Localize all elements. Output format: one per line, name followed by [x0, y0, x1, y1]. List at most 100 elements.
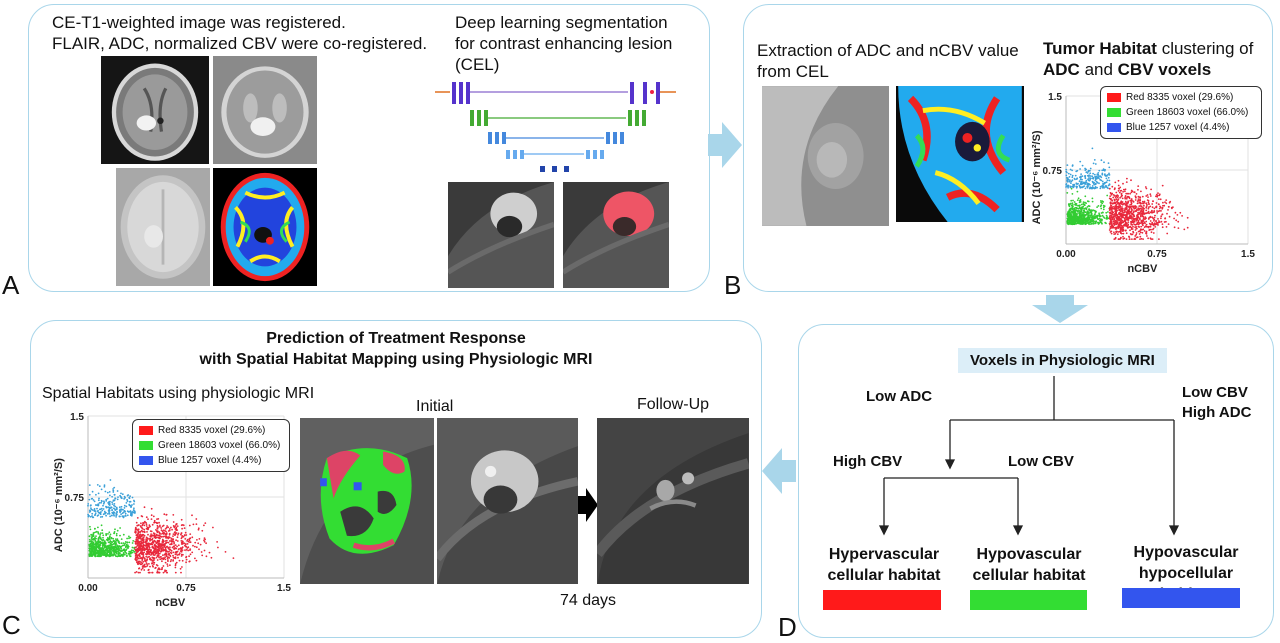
- chart-c-point-red: [188, 555, 191, 558]
- chart-c-point-blue: [131, 511, 133, 514]
- chart-c-point-red: [153, 534, 156, 537]
- chart-c-point-blue: [101, 500, 103, 503]
- chart-c-point-green: [103, 546, 106, 549]
- chart-c-point-red: [151, 562, 153, 565]
- chart-c-point-red: [143, 524, 146, 527]
- chart-c-point-blue: [88, 509, 91, 512]
- chart-c-point-red: [169, 560, 172, 563]
- chart-b-point-red: [1160, 217, 1162, 220]
- chart-c-point-green: [104, 542, 107, 544]
- chart-c-point-red: [187, 540, 190, 543]
- panel-d: [798, 324, 1274, 638]
- chart-b-point-red: [1126, 192, 1129, 195]
- chart-b-point-red: [1114, 220, 1117, 222]
- chart-b-point-red: [1156, 194, 1159, 197]
- chart-b-point-red: [1125, 205, 1128, 208]
- chart-b-point-red: [1111, 218, 1114, 221]
- chart-c-point-green: [119, 534, 121, 537]
- chart-b-point-red: [1135, 219, 1138, 222]
- legend-c-red-swatch: [139, 426, 153, 435]
- chart-c-point-green: [132, 540, 135, 542]
- chart-b-point-red: [1160, 210, 1162, 212]
- chart-c-point-blue: [114, 497, 116, 500]
- legend-c-blue-swatch: [139, 456, 153, 465]
- chart-c-point-green: [94, 531, 97, 533]
- chart-b-point-red: [1111, 199, 1114, 202]
- chart-b-point-red: [1116, 219, 1119, 221]
- chart-b-point-blue: [1091, 177, 1094, 180]
- chart-b-point-blue: [1070, 180, 1073, 183]
- chart-c-point-blue: [113, 499, 116, 502]
- chart-b-point-green: [1079, 207, 1082, 210]
- chart-c-point-red: [158, 545, 160, 548]
- chart-b-point-blue: [1084, 175, 1087, 177]
- chart-c-point-green: [88, 540, 91, 543]
- chart-c-point-red: [186, 540, 189, 542]
- chart-c-point-red: [183, 534, 186, 537]
- chart-b-point-red: [1186, 226, 1189, 229]
- chart-c-point-green: [107, 539, 109, 541]
- chart-b-point-green: [1100, 218, 1103, 221]
- chart-c-point-blue: [120, 508, 123, 511]
- chart-b-point-blue: [1098, 182, 1100, 185]
- chart-c-point-red: [173, 545, 176, 547]
- chart-c-point-red: [184, 543, 187, 546]
- chart-c-point-red: [180, 549, 183, 551]
- chart-b-point-red: [1152, 227, 1155, 230]
- chart-c-point-red: [182, 535, 185, 538]
- chart-c-point-green: [113, 546, 115, 549]
- chart-b-point-green: [1100, 207, 1103, 210]
- chart-c-tick-x2: 1.5: [277, 583, 291, 594]
- chart-b-point-green: [1093, 209, 1096, 212]
- chart-c-point-red: [135, 528, 138, 531]
- chart-b-point-red: [1114, 233, 1117, 235]
- chart-c-point-blue: [97, 504, 100, 507]
- chart-c-point-red: [175, 553, 177, 556]
- chart-b-point-red: [1181, 215, 1183, 217]
- chart-b-point-blue: [1069, 173, 1072, 176]
- panel-a-header: CE-T1-weighted image was registered. FLA…: [52, 12, 427, 54]
- chart-c-point-red: [170, 526, 172, 529]
- chart-c-point-red: [175, 561, 178, 564]
- chart-c-point-red: [139, 540, 142, 543]
- chart-c-point-red: [161, 530, 164, 533]
- chart-b-point-red: [1143, 207, 1145, 210]
- chart-c-point-blue: [97, 514, 100, 516]
- chart-c-point-red: [136, 557, 139, 559]
- chart-b-point-green: [1068, 208, 1071, 211]
- title-clustering: clustering of: [1156, 39, 1254, 58]
- chart-b-point-red: [1145, 195, 1148, 197]
- chart-b-point-red: [1141, 223, 1144, 226]
- chart-b-point-red: [1132, 225, 1134, 228]
- chart-b-point-red: [1122, 235, 1124, 238]
- chart-c-point-blue: [99, 512, 102, 515]
- chart-c-point-red: [141, 538, 144, 541]
- chart-b-point-red: [1135, 232, 1138, 234]
- chart-b-point-red: [1132, 201, 1135, 203]
- chart-c-point-red: [158, 552, 161, 555]
- chart-b-point-red: [1133, 210, 1135, 213]
- chart-c-point-red: [168, 533, 171, 536]
- chart-b-point-red: [1125, 232, 1128, 235]
- chart-c-point-blue: [90, 507, 92, 509]
- chart-c-point-red: [164, 542, 167, 544]
- chart-c-point-blue: [132, 509, 135, 511]
- chart-c-point-blue: [123, 507, 126, 509]
- chart-b-point-red: [1118, 204, 1121, 206]
- mri-cbv-map: [213, 168, 317, 286]
- chart-c-point-green: [95, 552, 98, 555]
- chart-b-point-red: [1109, 209, 1111, 211]
- chart-b-point-red: [1119, 226, 1121, 229]
- chart-c-point-red: [163, 545, 165, 548]
- chart-c-point-red: [147, 527, 150, 529]
- chart-b-point-red: [1140, 205, 1143, 208]
- chart-b-point-green: [1101, 214, 1104, 217]
- chart-c-point-red: [134, 532, 137, 534]
- chart-b-point-green: [1067, 216, 1070, 219]
- chart-c-point-blue: [102, 504, 104, 507]
- chart-b-point-red: [1138, 226, 1141, 228]
- chart-c-point-blue: [106, 491, 109, 494]
- chart-c-point-red: [164, 540, 167, 542]
- chart-b-point-red: [1155, 220, 1157, 223]
- chart-c-point-blue: [91, 516, 94, 519]
